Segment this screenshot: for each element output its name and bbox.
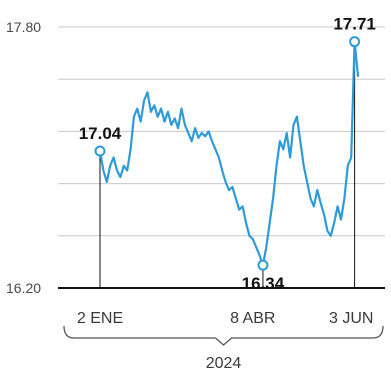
annotation-marker [94,145,106,157]
x-tick-label: 8 ABR [230,310,275,327]
annotation-marker [349,36,361,48]
grid [58,26,385,237]
annotation-markers [94,36,361,271]
y-axis-ticks: 17.80 16.20 [6,19,41,296]
annotation-label: 17.04 [79,124,122,143]
y-tick-label: 16.20 [6,280,41,296]
annotation-labels: 17.04 16.34 17.71 [79,15,376,293]
x-axis-ticks: 2 ENE 8 ABR 3 JUN [77,310,374,327]
series-line [98,40,360,267]
annotation-marker [257,259,269,271]
annotation-label: 17.71 [333,15,376,34]
x-tick-label: 2 ENE [77,310,123,327]
annotation-stems [99,41,356,288]
y-tick-label: 17.80 [6,19,41,35]
year-bracket [63,325,384,346]
x-tick-label: 3 JUN [329,310,373,327]
x-axis-label: 2024 [206,355,242,372]
annotation-label: 16.34 [242,274,285,293]
